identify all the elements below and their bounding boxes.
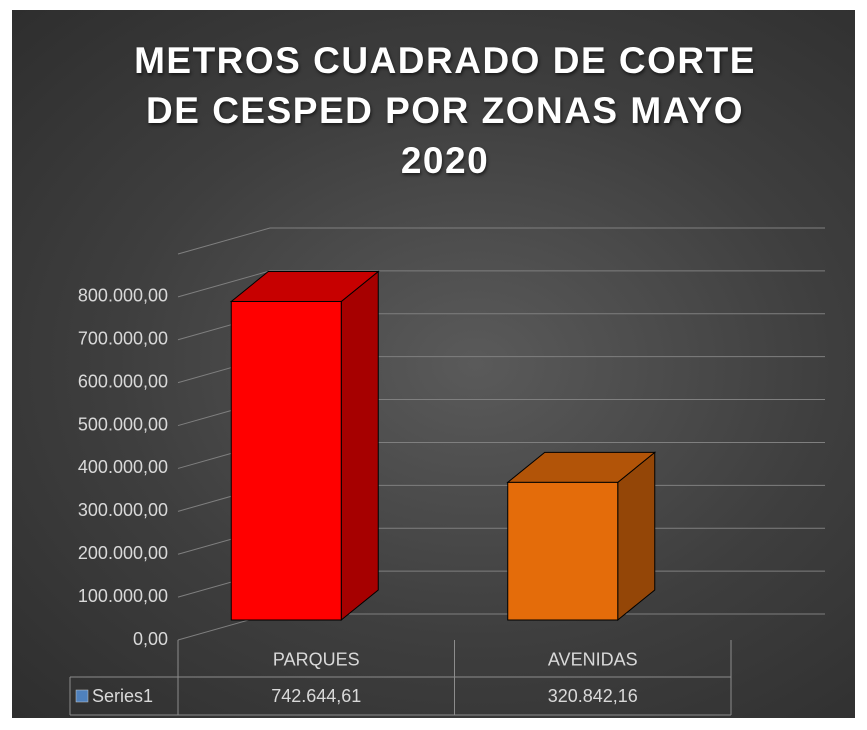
chart-area: METROS CUADRADO DE CORTE DE CESPED POR Z… — [12, 10, 855, 718]
legend-marker — [75, 689, 89, 703]
y-tick-label: 400.000,00 — [78, 457, 168, 477]
y-tick-label: 800.000,00 — [78, 286, 168, 306]
legend-label: Series1 — [92, 686, 153, 706]
grid-line — [177, 270, 825, 298]
y-tick-label: 0,00 — [133, 629, 168, 649]
y-tick-label: 300.000,00 — [78, 500, 168, 520]
y-tick-label: 700.000,00 — [78, 329, 168, 349]
value-label: 320.842,16 — [548, 686, 638, 706]
bar — [507, 481, 619, 621]
value-label: 742.644,61 — [271, 686, 361, 706]
wall-edge — [177, 227, 825, 255]
chart: 0,00 100.000,00 200.000,00 300.000,00 400.00… — [69, 227, 825, 716]
bar-side — [340, 270, 379, 622]
chart-title: METROS CUADRADO DE CORTE DE CESPED POR Z… — [134, 40, 756, 181]
y-tick-label: 500.000,00 — [78, 414, 168, 434]
x-tick-label: AVENIDAS — [548, 649, 638, 669]
y-tick-label: 100.000,00 — [78, 586, 168, 606]
y-tick-label: 200.000,00 — [78, 543, 168, 563]
y-tick-label: 600.000,00 — [78, 371, 168, 391]
bar — [230, 300, 342, 621]
x-tick-label: PARQUES — [273, 649, 360, 669]
